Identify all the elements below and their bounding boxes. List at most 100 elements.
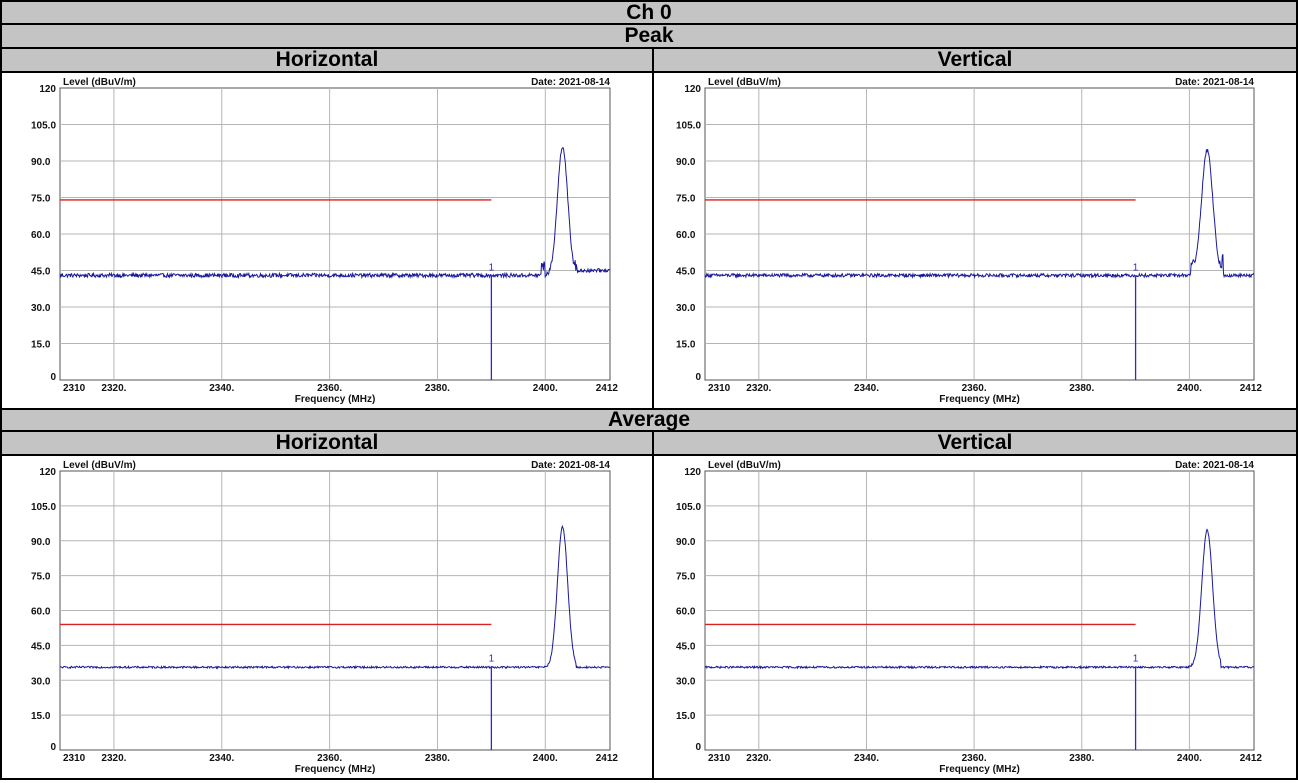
chart-0-xtick-label: 2412 (596, 383, 619, 394)
chart-2-trace-line (59, 524, 611, 670)
chart-3-ytick-label: 105.0 (676, 502, 701, 513)
chart-0-xtick-label: 2310 (63, 383, 86, 394)
chart-2-ytick-label: 60.0 (31, 607, 51, 618)
chart-3-y-axis-title: Level (dBuV/m) (708, 460, 781, 471)
chart-2-date-label: Date: 2021-08-14 (531, 460, 610, 471)
chart-2-xtick-label: 2320. (101, 753, 126, 764)
chart-0-marker-label: 1 (489, 262, 495, 273)
chart-0-y-axis-title: Level (dBuV/m) (63, 77, 136, 88)
chart-2-ytick-label: 120 (39, 467, 56, 478)
chart-1-xtick-label: 2320. (746, 383, 771, 394)
chart-0-ytick-label: 60.0 (31, 230, 51, 241)
chart-1-ytick-label: 15.0 (676, 340, 696, 351)
chart-1-ytick-label: 120 (684, 84, 701, 95)
average-section-title: Average (2, 408, 1296, 432)
chart-3-date-label: Date: 2021-08-14 (1175, 460, 1254, 471)
chart-0-ytick-label: 75.0 (31, 194, 51, 205)
peak-vertical-cell: 0 15.0 30.0 45.0 60.0 75.0 90.0 105.0 120 2310 232… (654, 73, 1296, 408)
chart-3-ytick-label: 75.0 (676, 572, 696, 583)
chart-2-ytick-label: 45.0 (31, 641, 51, 652)
average-horizontal-cell: 0 15.0 30.0 45.0 60.0 75.0 90.0 105.0 120 2310 232… (2, 456, 652, 778)
chart-2-ytick-label: 75.0 (31, 572, 51, 583)
chart-0-xtick-label: 2340. (209, 383, 234, 394)
chart-3-x-axis-title: Frequency (MHz) (939, 764, 1020, 775)
chart-1-ytick-label: 105.0 (676, 121, 701, 132)
chart-3-xtick-label: 2400. (1177, 753, 1202, 764)
peak-vertical-chart: 0 15.0 30.0 45.0 60.0 75.0 90.0 105.0 120 2310 232… (676, 77, 1263, 405)
chart-0-ytick-label: 30.0 (31, 303, 51, 314)
chart-0-ytick-label: 105.0 (31, 121, 56, 132)
chart-1-xtick-label: 2412 (1240, 383, 1263, 394)
chart-1-ytick-label: 60.0 (676, 230, 696, 241)
chart-2-ytick-label: 90.0 (31, 537, 51, 548)
chart-0-ytick-label: 45.0 (31, 267, 51, 278)
chart-2-ytick-label: 0 (50, 742, 56, 753)
chart-3-ytick-label: 30.0 (676, 676, 696, 687)
chart-2-xtick-label: 2400. (533, 753, 558, 764)
column-divider-average (652, 432, 654, 778)
chart-3-xtick-label: 2310 (708, 753, 731, 764)
chart-3-ytick-label: 0 (695, 742, 701, 753)
chart-2-ytick-label: 105.0 (31, 502, 56, 513)
chart-1-xtick-label: 2340. (854, 383, 879, 394)
chart-1-ytick-label: 0 (695, 372, 701, 383)
chart-1-xtick-label: 2360. (962, 383, 987, 394)
chart-1-xtick-label: 2380. (1069, 383, 1094, 394)
peak-horizontal-chart: 0 15.0 30.0 45.0 60.0 75.0 90.0 105.0 120 2310 232… (31, 77, 619, 405)
chart-2-xtick-label: 2360. (317, 753, 342, 764)
chart-0-xtick-label: 2400. (533, 383, 558, 394)
chart-1-ytick-label: 45.0 (676, 267, 696, 278)
chart-2-xtick-label: 2340. (209, 753, 234, 764)
peak-vertical-header: Vertical (654, 48, 1296, 73)
chart-2-x-axis-title: Frequency (MHz) (295, 764, 376, 775)
chart-1-ytick-label: 30.0 (676, 303, 696, 314)
chart-3-xtick-label: 2380. (1069, 753, 1094, 764)
chart-0-ytick-label: 15.0 (31, 340, 51, 351)
chart-0-xtick-label: 2320. (101, 383, 126, 394)
column-divider-peak (652, 49, 654, 408)
chart-0-x-axis-title: Frequency (MHz) (295, 394, 376, 405)
chart-0-xtick-label: 2380. (425, 383, 450, 394)
chart-3-ytick-label: 90.0 (676, 537, 696, 548)
chart-1-ytick-label: 75.0 (676, 194, 696, 205)
chart-2-xtick-label: 2380. (425, 753, 450, 764)
chart-3-ytick-label: 60.0 (676, 607, 696, 618)
chart-1-y-axis-title: Level (dBuV/m) (708, 77, 781, 88)
chart-1-date-label: Date: 2021-08-14 (1175, 77, 1254, 88)
chart-3-ytick-label: 120 (684, 467, 701, 478)
chart-2-ytick-label: 30.0 (31, 676, 51, 687)
chart-1-xtick-label: 2400. (1177, 383, 1202, 394)
chart-3-xtick-label: 2340. (854, 753, 879, 764)
peak-horizontal-header: Horizontal (2, 48, 652, 73)
chart-3-xtick-label: 2320. (746, 753, 771, 764)
chart-1-marker-label: 1 (1133, 262, 1139, 273)
chart-3-trace-line (704, 528, 1255, 670)
chart-3-xtick-label: 2360. (962, 753, 987, 764)
peak-horizontal-cell: 0 15.0 30.0 45.0 60.0 75.0 90.0 105.0 120 2310 232… (2, 73, 652, 408)
chart-2-xtick-label: 2412 (596, 753, 619, 764)
average-vertical-header: Vertical (654, 431, 1296, 456)
average-horizontal-header: Horizontal (2, 431, 652, 456)
chart-2-marker-label: 1 (489, 653, 495, 664)
chart-2-ytick-label: 15.0 (31, 711, 51, 722)
chart-3-xtick-label: 2412 (1240, 753, 1263, 764)
chart-0-ytick-label: 90.0 (31, 157, 51, 168)
chart-0-ytick-label: 0 (50, 372, 56, 383)
chart-2-y-axis-title: Level (dBuV/m) (63, 460, 136, 471)
average-vertical-chart: 0 15.0 30.0 45.0 60.0 75.0 90.0 105.0 120 2310 232… (676, 460, 1263, 775)
chart-1-x-axis-title: Frequency (MHz) (939, 394, 1020, 405)
chart-0-ytick-label: 120 (39, 84, 56, 95)
chart-0-date-label: Date: 2021-08-14 (531, 77, 610, 88)
chart-3-marker-label: 1 (1133, 653, 1139, 664)
chart-1-trace-line (704, 148, 1255, 280)
chart-0-xtick-label: 2360. (317, 383, 342, 394)
channel-title: Ch 0 (2, 1, 1296, 25)
chart-3-ytick-label: 15.0 (676, 711, 696, 722)
average-horizontal-chart: 0 15.0 30.0 45.0 60.0 75.0 90.0 105.0 120 2310 232… (31, 460, 619, 775)
peak-section-title: Peak (2, 24, 1296, 49)
chart-1-xtick-label: 2310 (708, 383, 731, 394)
chart-2-xtick-label: 2310 (63, 753, 86, 764)
average-vertical-cell: 0 15.0 30.0 45.0 60.0 75.0 90.0 105.0 120 2310 232… (654, 456, 1296, 778)
chart-0-trace-line (59, 146, 611, 280)
